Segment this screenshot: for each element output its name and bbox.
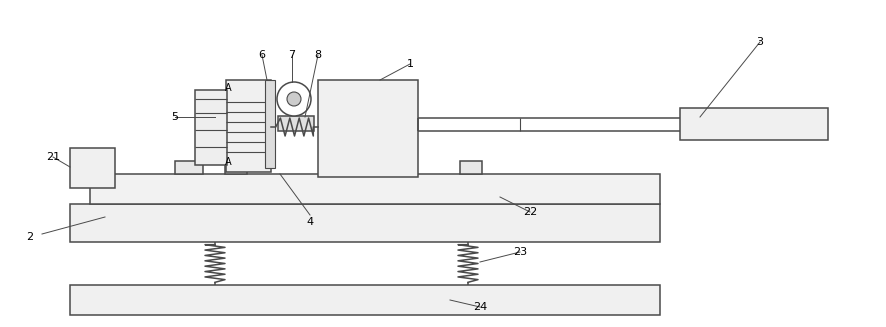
Text: 8: 8 [315, 50, 322, 60]
Text: A: A [225, 83, 231, 93]
Bar [175, 161, 203, 174]
Text: 1: 1 [407, 59, 414, 69]
Bar [70, 285, 660, 315]
Text: 2: 2 [27, 232, 34, 242]
Bar [70, 204, 660, 242]
Bar [460, 161, 482, 174]
Bar [90, 174, 660, 204]
Bar [378, 161, 400, 174]
Text: 24: 24 [473, 302, 487, 312]
Bar [318, 80, 418, 177]
Text: 6: 6 [259, 50, 266, 60]
Text: 23: 23 [513, 247, 527, 257]
Circle shape [287, 92, 301, 106]
Bar [70, 148, 115, 188]
Bar [225, 161, 247, 174]
Bar [265, 80, 275, 168]
Text: 5: 5 [172, 112, 178, 122]
Text: 21: 21 [46, 152, 60, 162]
Bar [226, 80, 271, 172]
Text: A: A [225, 157, 231, 167]
Text: 7: 7 [289, 50, 296, 60]
Bar [680, 108, 828, 140]
Text: 3: 3 [757, 37, 764, 47]
Circle shape [277, 82, 311, 116]
Text: 4: 4 [307, 217, 314, 227]
Bar [278, 116, 314, 131]
Text: 22: 22 [523, 207, 537, 217]
Bar [195, 90, 227, 165]
